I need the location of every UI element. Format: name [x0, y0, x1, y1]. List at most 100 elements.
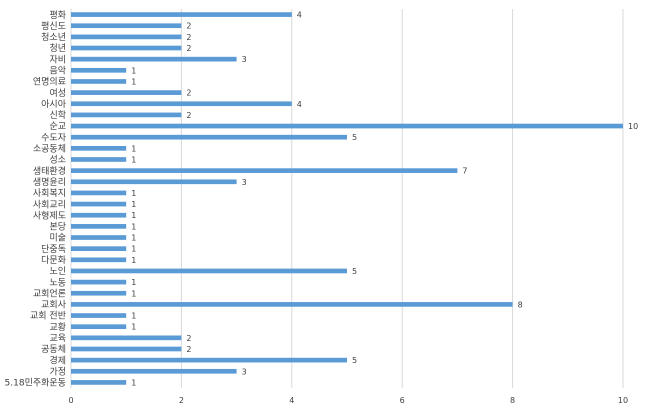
category-label: 평신도 — [41, 21, 66, 32]
data-label: 10 — [628, 122, 638, 131]
bar — [71, 67, 127, 73]
category-label: 단중독 — [41, 244, 66, 255]
data-label: 1 — [131, 144, 136, 153]
category-label: 자비 — [49, 54, 66, 65]
data-label: 1 — [131, 155, 136, 164]
bar — [71, 357, 347, 363]
data-label: 7 — [462, 167, 467, 176]
bar — [71, 212, 127, 218]
bar — [71, 224, 127, 229]
data-label: 2 — [186, 33, 191, 42]
data-label: 1 — [131, 77, 136, 86]
data-label: 5 — [352, 356, 357, 365]
category-label: 미술 — [49, 233, 66, 244]
data-label: 1 — [131, 66, 136, 75]
bar — [71, 190, 127, 196]
category-label: 노인 — [49, 266, 66, 277]
bar — [71, 324, 127, 330]
data-label: 3 — [242, 55, 247, 64]
bar — [71, 346, 182, 352]
category-label: 신학 — [49, 110, 66, 121]
bar — [71, 101, 292, 107]
data-label: 1 — [131, 312, 136, 321]
x-tick-label: 8 — [510, 396, 515, 405]
bar — [71, 56, 237, 62]
category-label: 사형제도 — [33, 210, 66, 221]
category-label: 사회교리 — [33, 199, 66, 210]
category-label: 아시아 — [41, 99, 67, 110]
data-label: 2 — [186, 334, 191, 343]
bar — [71, 279, 127, 285]
data-label: 4 — [297, 11, 302, 20]
data-label: 1 — [131, 278, 136, 287]
bar — [71, 145, 127, 151]
data-label: 2 — [186, 89, 191, 98]
x-axis-ticks: 0 2 4 6 8 10 — [68, 396, 628, 405]
category-label: 노동 — [49, 277, 66, 288]
data-label: 1 — [131, 189, 136, 198]
bar — [71, 201, 127, 207]
category-label: 순교 — [49, 121, 66, 132]
bar — [71, 23, 182, 29]
data-label: 5 — [352, 133, 357, 142]
bar — [71, 368, 237, 374]
category-label: 사회복지 — [33, 188, 66, 199]
bar — [71, 302, 513, 307]
category-label: 교회사 — [41, 300, 67, 311]
data-label: 2 — [186, 345, 191, 354]
x-tick-label: 10 — [618, 396, 628, 405]
category-label: 수도자 — [41, 132, 67, 143]
bar — [71, 134, 347, 140]
bar — [71, 112, 182, 118]
bar — [71, 335, 182, 341]
bar — [71, 380, 127, 385]
data-label: 1 — [131, 211, 136, 220]
gridlines — [70, 9, 624, 388]
x-tick-label: 2 — [179, 396, 184, 405]
category-label: 평화 — [49, 10, 66, 21]
data-label: 5 — [352, 267, 357, 276]
bar — [71, 268, 347, 274]
bar — [71, 257, 127, 263]
bar — [71, 313, 127, 318]
category-label: 5.18민주화운동 — [5, 378, 66, 389]
data-label: 1 — [131, 289, 136, 298]
bar — [71, 246, 127, 252]
data-label: 2 — [186, 111, 191, 120]
bar — [71, 179, 237, 185]
category-label: 가정 — [49, 366, 66, 377]
data-label: 1 — [131, 234, 136, 243]
bar — [71, 235, 127, 240]
data-label: 8 — [518, 300, 523, 309]
bar — [71, 168, 458, 173]
x-tick-label: 4 — [289, 396, 294, 405]
bars — [71, 12, 623, 385]
data-label: 1 — [131, 222, 136, 231]
data-label: 2 — [186, 44, 191, 53]
bar — [71, 290, 127, 296]
category-label: 공동체 — [41, 344, 66, 355]
category-label: 교회 전반 — [30, 311, 66, 322]
category-label: 소공동체 — [33, 144, 66, 155]
bar — [71, 79, 127, 84]
data-label: 1 — [131, 323, 136, 332]
category-label: 성소 — [49, 155, 66, 166]
bar — [71, 12, 292, 17]
category-label: 본당 — [49, 222, 66, 233]
category-labels: 평화평신도청소년청년자비음악연명의료여성아시아신학순교수도자소공동체성소생태환경… — [5, 10, 67, 389]
data-label: 1 — [131, 256, 136, 265]
category-label: 경제 — [49, 354, 66, 366]
data-label: 3 — [242, 367, 247, 376]
bar — [71, 34, 182, 40]
bar — [71, 157, 127, 162]
data-label: 1 — [131, 200, 136, 209]
category-label: 음악 — [49, 65, 66, 77]
bar — [71, 90, 182, 95]
data-label: 1 — [131, 378, 136, 387]
category-label: 다문화 — [41, 255, 66, 266]
data-label: 4 — [297, 100, 302, 109]
category-label: 연명의료 — [33, 77, 66, 88]
data-label: 1 — [131, 245, 136, 254]
